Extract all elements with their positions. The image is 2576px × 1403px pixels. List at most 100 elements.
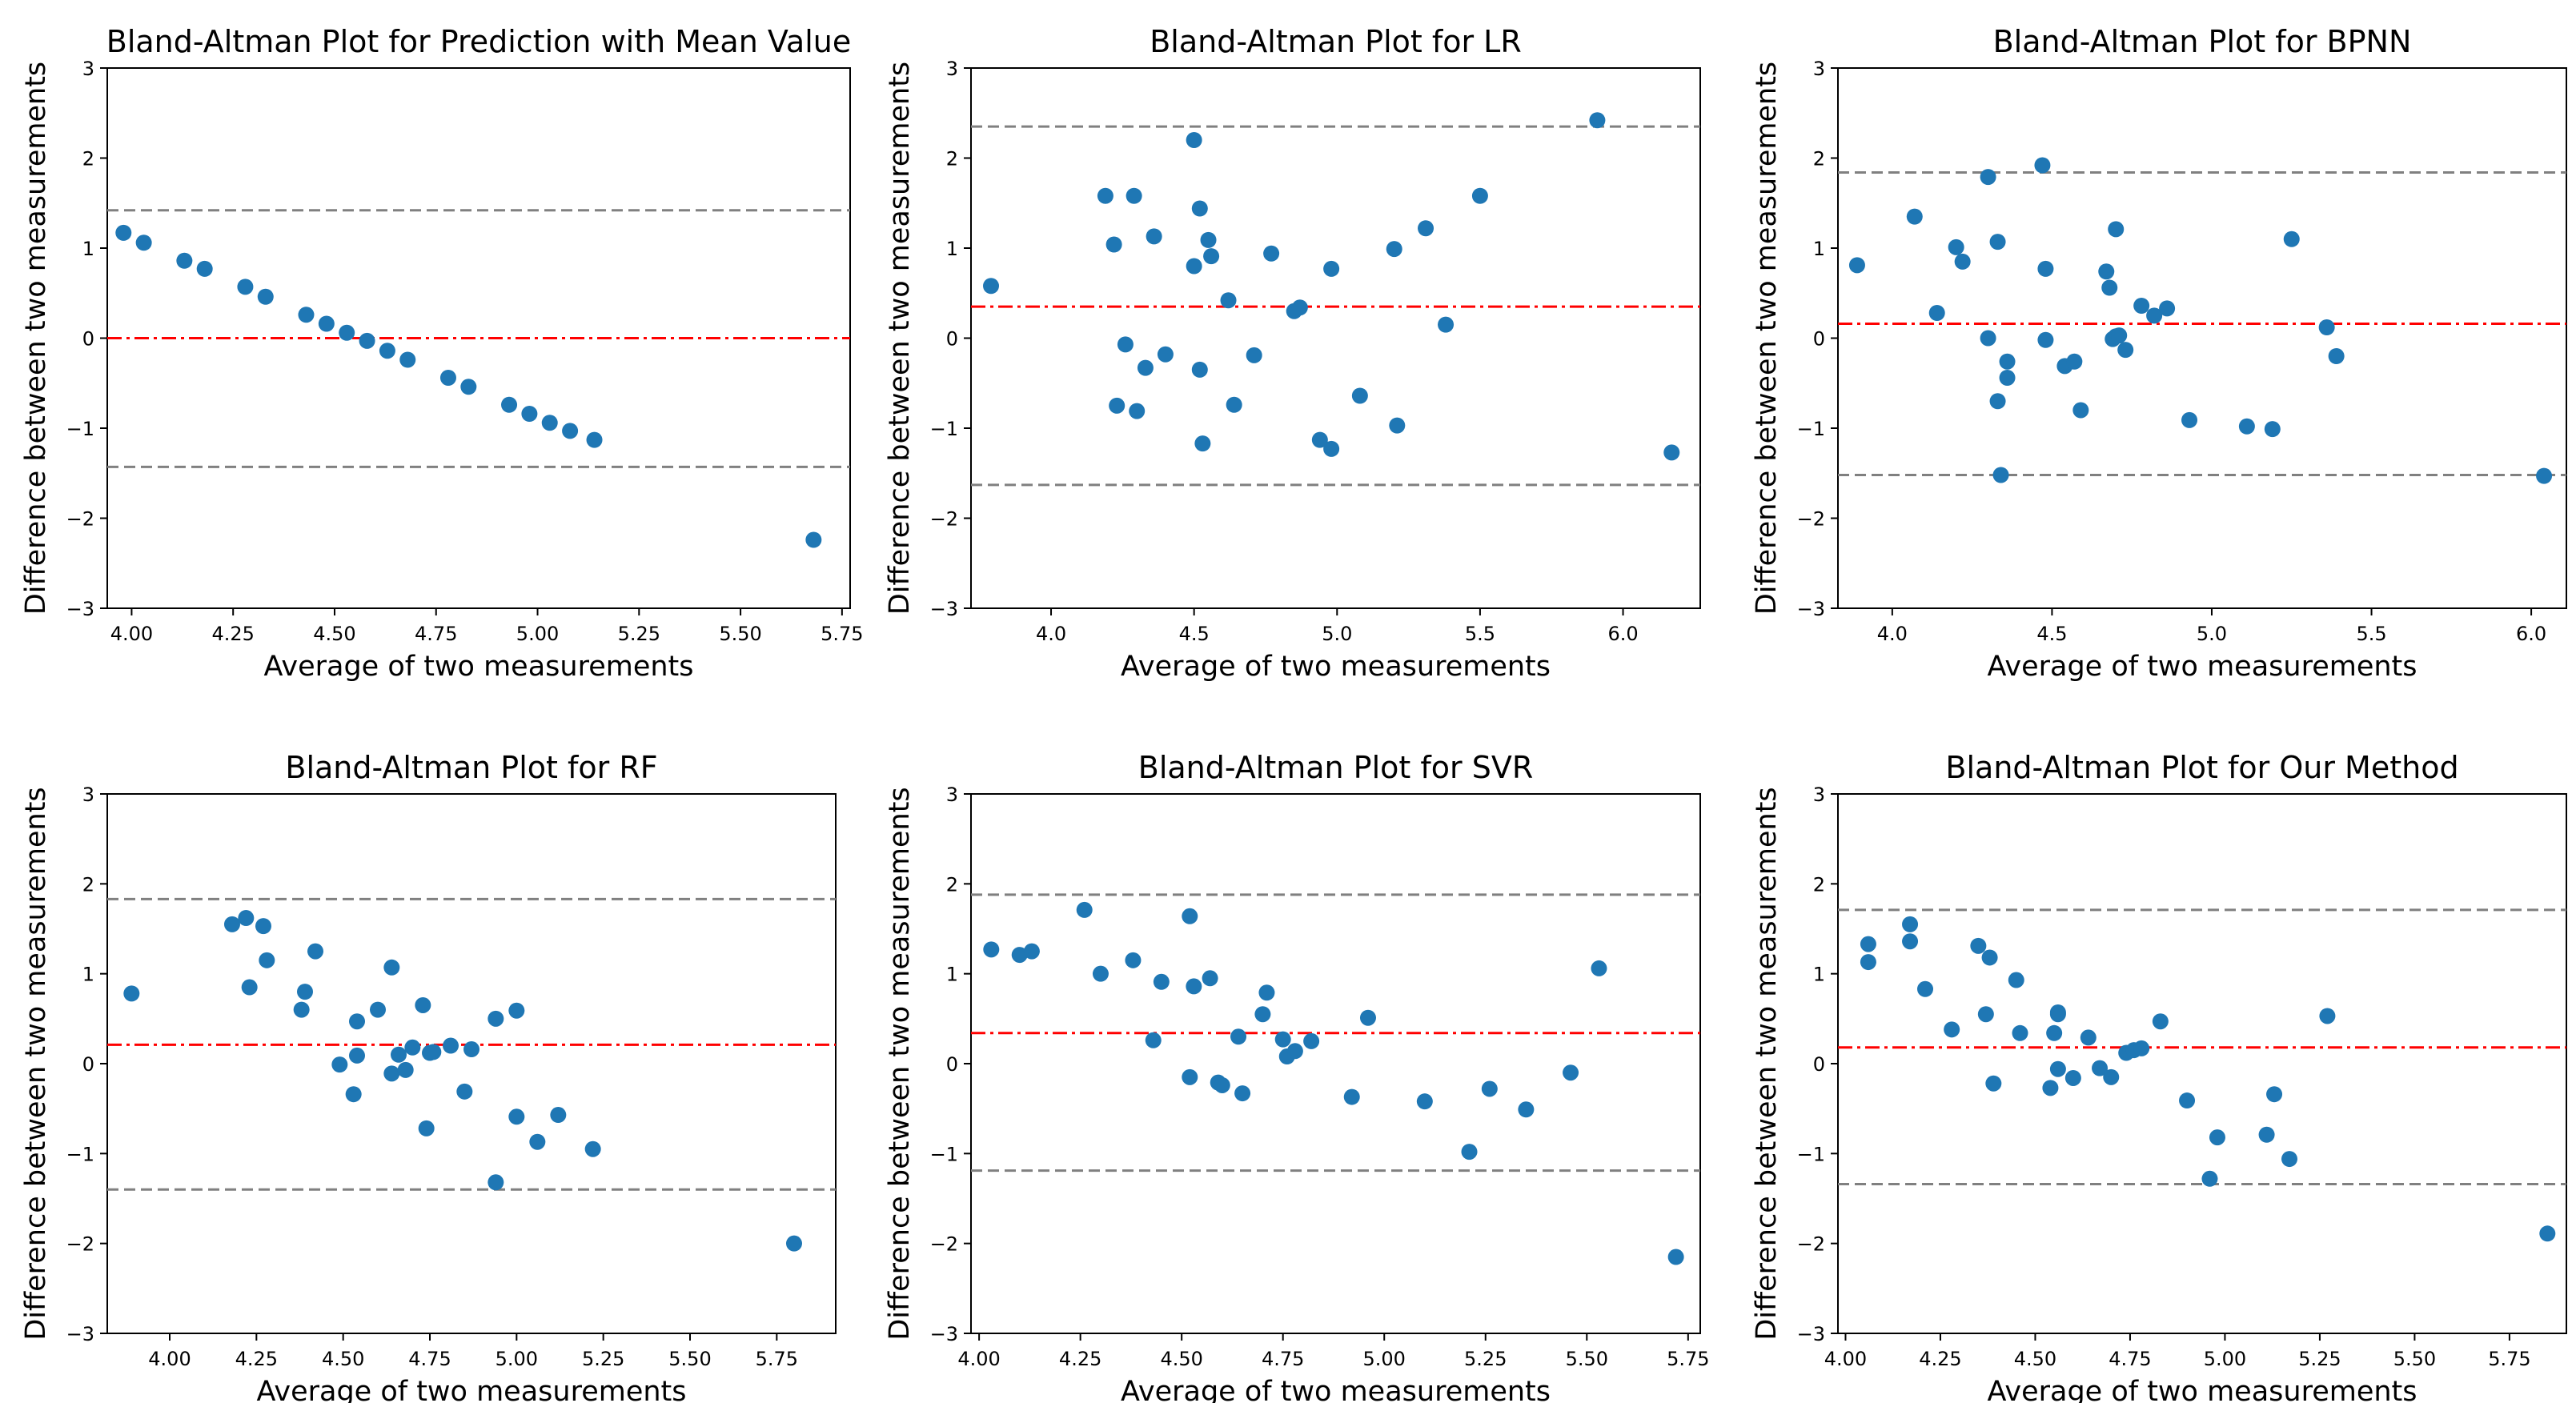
data-point (1105, 236, 1122, 253)
data-point (1137, 359, 1154, 376)
x-tick-label: 4.25 (211, 623, 254, 645)
data-point (2152, 1013, 2169, 1030)
data-point (2108, 221, 2125, 238)
data-point (359, 332, 375, 349)
x-tick-label: 4.75 (1262, 1348, 1304, 1370)
y-tick-label: 3 (1813, 58, 1825, 80)
data-point (2318, 319, 2335, 335)
y-tick-label: 3 (946, 784, 958, 806)
data-point (1481, 1080, 1498, 1097)
plot-frame (1837, 793, 2567, 1334)
data-point (1989, 393, 2006, 410)
data-point (418, 1120, 435, 1136)
y-tick-label: −1 (66, 1143, 94, 1165)
data-point (2209, 1129, 2225, 1146)
data-point (1097, 187, 1113, 204)
data-point (1182, 908, 1198, 924)
plot-frame (970, 793, 1701, 1334)
data-point (1311, 431, 1328, 448)
x-tick-label: 4.0 (1036, 623, 1066, 645)
chart-title: Bland-Altman Plot for Our Method (1945, 750, 2458, 785)
data-point (176, 252, 193, 269)
data-point (2008, 972, 2024, 988)
data-point (1157, 346, 1174, 363)
data-point (521, 406, 538, 422)
data-point (2258, 1126, 2275, 1143)
x-tick-label: 4.50 (322, 1348, 364, 1370)
y-tick-label: −1 (66, 418, 94, 440)
y-tick-label: 1 (946, 964, 958, 986)
data-point (2264, 421, 2281, 438)
data-point (1351, 387, 1368, 404)
data-point (456, 1083, 473, 1100)
data-point (1186, 978, 1202, 995)
data-point (1985, 1075, 2002, 1092)
data-point (237, 279, 254, 295)
chart-panel-4: Bland-Altman Plot for RF 4.00 4.25 4.50 4.75… (20, 750, 837, 1403)
chart-panel-1: Bland-Altman Plot for Prediction with Me… (20, 24, 864, 683)
data-point (2133, 1040, 2150, 1056)
data-point (1263, 245, 1280, 262)
x-tick-label: 4.50 (313, 623, 355, 645)
data-point (586, 431, 603, 448)
data-point (1438, 316, 1455, 333)
data-point (379, 343, 395, 359)
data-point (805, 531, 822, 548)
x-tick-label: 5.75 (756, 1348, 798, 1370)
y-tick-label: −2 (1797, 508, 1825, 531)
data-point (2064, 1069, 2081, 1086)
x-tick-label: 5.25 (2298, 1348, 2341, 1370)
x-tick-label: 5.25 (582, 1348, 624, 1370)
y-tick-label: −2 (1797, 1233, 1825, 1256)
data-point (331, 1056, 348, 1073)
data-point (2181, 411, 2198, 428)
data-point (399, 351, 416, 368)
y-axis-label: Difference between two measurements (20, 787, 52, 1340)
data-point (1286, 1043, 1303, 1060)
data-point (2098, 263, 2115, 280)
data-point (1999, 353, 2016, 370)
plot-frame (970, 67, 1701, 609)
data-point (1416, 1093, 1433, 1110)
data-point (2201, 1170, 2218, 1187)
data-point (1977, 1006, 1994, 1023)
data-point (1981, 949, 1998, 966)
x-tick-label: 4.00 (1824, 1348, 1867, 1370)
x-tick-label: 5.50 (2393, 1348, 2436, 1370)
data-point (2049, 1060, 2066, 1077)
y-tick-label: −3 (930, 598, 958, 620)
data-point (1220, 292, 1237, 309)
data-point (1117, 336, 1134, 353)
data-point (2146, 307, 2163, 324)
data-point (1992, 467, 2009, 483)
data-point (1186, 132, 1202, 148)
data-point (1667, 1249, 1684, 1265)
data-point (983, 278, 1000, 295)
x-tick-label: 4.75 (408, 1348, 451, 1370)
data-point (2328, 348, 2345, 364)
data-point (1999, 370, 2016, 386)
data-point (345, 1086, 362, 1103)
data-point (135, 235, 152, 251)
data-point (383, 959, 400, 976)
data-point (293, 1001, 310, 1018)
data-point (2111, 327, 2128, 344)
y-tick-label: 1 (1813, 964, 1825, 986)
data-point (983, 941, 1000, 958)
data-point (501, 396, 518, 413)
data-point (1202, 970, 1218, 987)
y-tick-label: 2 (82, 148, 94, 170)
x-axis-label: Average of two measurements (256, 1376, 686, 1403)
data-point (529, 1133, 546, 1150)
data-point (1234, 1085, 1251, 1102)
data-point (1258, 984, 1275, 1001)
y-tick-label: 3 (946, 58, 958, 80)
x-tick-label: 4.0 (1877, 623, 1908, 645)
x-tick-label: 5.50 (668, 1348, 711, 1370)
x-tick-label: 4.50 (1160, 1348, 1202, 1370)
data-point (2049, 1006, 2066, 1023)
y-tick-label: 3 (1813, 784, 1825, 806)
data-point (1214, 1076, 1230, 1093)
data-point (1191, 361, 1208, 378)
data-point (488, 1174, 504, 1191)
